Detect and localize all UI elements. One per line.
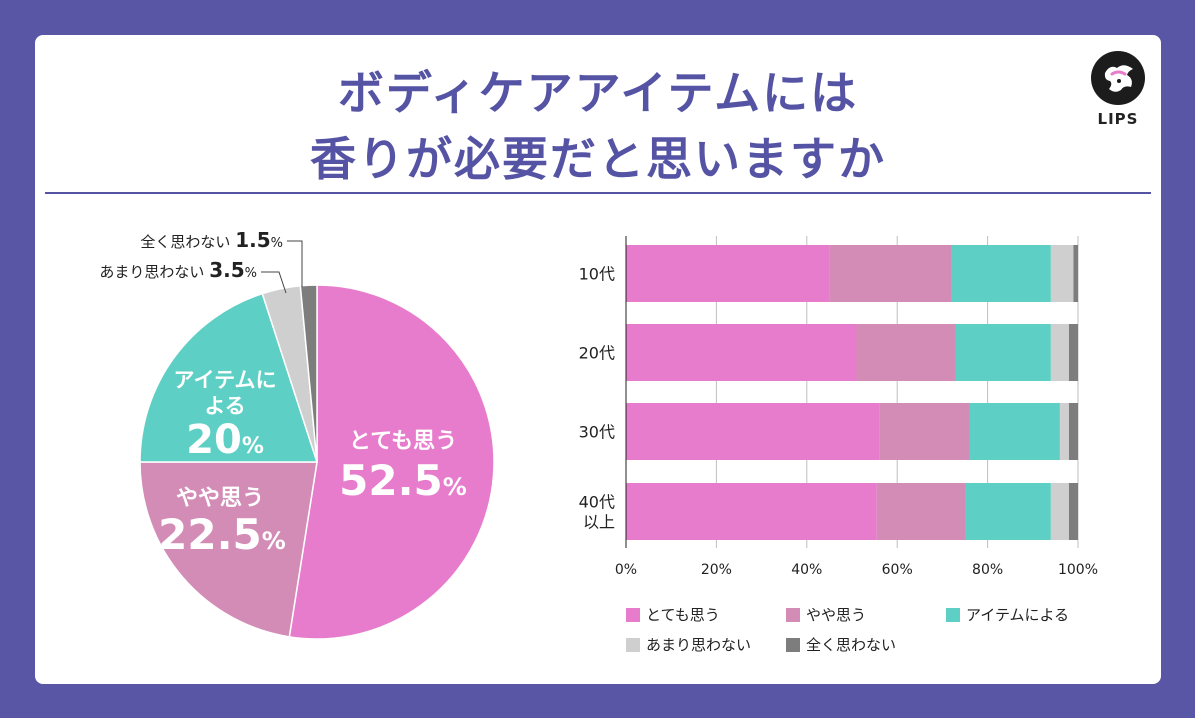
bar-segment: [951, 245, 1051, 302]
row-gap: [626, 461, 1078, 479]
x-tick-label: 80%: [972, 562, 1003, 578]
bar-segment: [1050, 245, 1074, 302]
lips-logo: LIPS: [1088, 50, 1148, 130]
bar-segment: [1059, 403, 1069, 460]
bar-segment: [829, 245, 952, 302]
legend-label: 全く思わない: [806, 636, 897, 654]
pie-slice: [139, 461, 318, 638]
pie-slice: [139, 292, 319, 463]
legend-item: 全く思わない: [786, 634, 896, 655]
pie-label-rarely: あまり思わない 3.5%: [99, 258, 257, 282]
card: ボディケアアイテムには 香りが必要だと思いますか LIPS とても思う 52.5%…: [35, 35, 1161, 684]
bar-segment: [626, 245, 830, 302]
deer-icon: [1091, 51, 1145, 105]
bar-segment: [626, 483, 877, 540]
pie-label-depends-1: アイテムに: [174, 368, 277, 392]
row-gap: [626, 303, 1078, 321]
legend-swatch: [946, 608, 960, 622]
legend-swatch: [626, 638, 640, 652]
pie-label-never: 全く思わない 1.5%: [140, 228, 283, 252]
pie-label-very: とても思う: [349, 429, 457, 454]
title-line-2: 香りが必要だと思いますか: [310, 132, 886, 186]
x-tick-label: 100%: [1058, 562, 1098, 578]
legend-swatch: [786, 608, 800, 622]
title-line-1: ボディケアアイテムには: [337, 66, 859, 120]
legend-item: あまり思わない: [626, 634, 751, 655]
y-category-label: 20代: [579, 344, 615, 363]
legend-label: アイテムによる: [966, 606, 1070, 624]
legend-swatch: [786, 638, 800, 652]
pie-value-somewhat: 22.5%: [158, 510, 286, 559]
bar-segment: [1068, 324, 1078, 381]
bar-segment: [879, 403, 970, 460]
bar-segment: [969, 403, 1060, 460]
y-category-label: 10代: [579, 265, 615, 284]
title-divider: [45, 192, 1151, 194]
row-gap: [626, 541, 1078, 559]
logo-text: LIPS: [1097, 110, 1139, 128]
bar-segment: [626, 403, 880, 460]
legend-label: とても思う: [646, 606, 720, 624]
bar-segment: [1050, 483, 1069, 540]
bar-segment: [1073, 245, 1078, 302]
legend-label: あまり思わない: [646, 636, 752, 654]
pie-label-depends-2: よる: [204, 394, 245, 418]
bar-segment: [626, 324, 857, 381]
row-gap: [626, 382, 1078, 400]
pie-slice: [299, 284, 318, 463]
bar-segment: [1068, 483, 1078, 540]
legend-swatch: [626, 608, 640, 622]
bar-segment: [1050, 324, 1069, 381]
y-category-label: 40代以上: [579, 493, 615, 532]
x-tick-label: 0%: [615, 562, 637, 578]
legend-item: とても思う: [626, 604, 720, 625]
bar-segment: [965, 483, 1051, 540]
legend-item: アイテムによる: [946, 604, 1069, 625]
leader-line: [287, 240, 303, 287]
bar-segment: [856, 324, 956, 381]
legend-label: やや思う: [806, 606, 867, 624]
pie-value-very: 52.5%: [339, 456, 467, 505]
bar-segment: [955, 324, 1051, 381]
bar-segment: [876, 483, 965, 540]
x-tick-label: 40%: [791, 562, 822, 578]
pie-label-somewhat: やや思う: [176, 486, 264, 511]
x-tick-label: 60%: [882, 562, 913, 578]
leader-line: [261, 271, 287, 294]
pie-value-depends: 20%: [186, 417, 264, 463]
x-tick-label: 20%: [701, 562, 732, 578]
legend-item: やや思う: [786, 604, 866, 625]
pie-slice: [288, 284, 495, 640]
bar-segment: [1068, 403, 1078, 460]
y-category-label: 30代: [579, 423, 615, 442]
stacked-bar-chart: 0% 20% 40% 60% 80% 100% 10代 20代 30代 40代以上: [579, 236, 1098, 578]
